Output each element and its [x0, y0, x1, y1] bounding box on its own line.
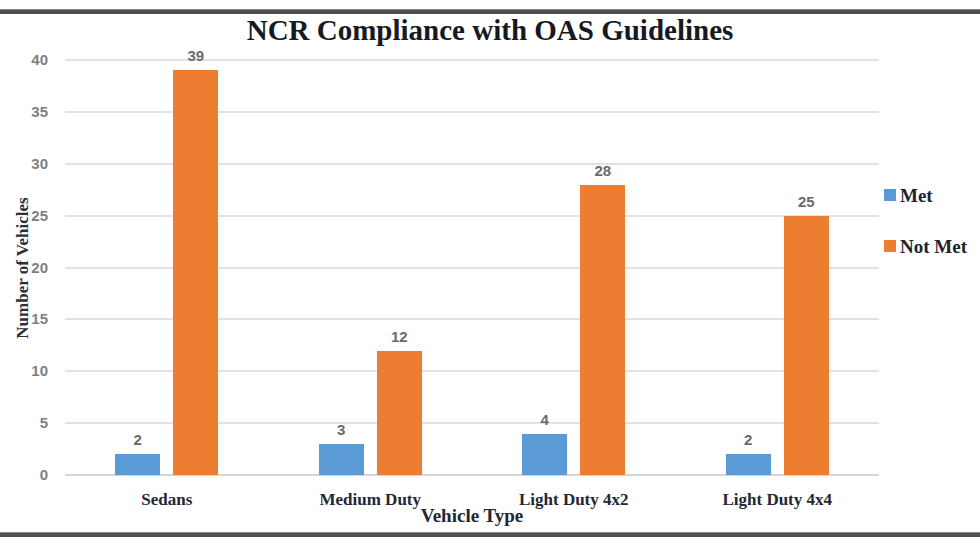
category-label-light-duty-4x4: Light Duty 4x4	[676, 491, 880, 509]
legend-swatch-icon	[884, 240, 896, 252]
y-tick-label-30: 30	[14, 156, 48, 172]
bar-value-label: 2	[108, 432, 168, 448]
bar-not-met-medium-duty	[377, 351, 422, 476]
bar-met-sedans	[115, 454, 160, 475]
bar-value-label: 2	[718, 432, 778, 448]
y-tick-label-0: 0	[14, 467, 48, 483]
bar-not-met-light-duty-4x4	[784, 216, 829, 475]
chart-frame: NCR Compliance with OAS Guidelines Numbe…	[0, 0, 980, 552]
category-label-medium-duty: Medium Duty	[269, 491, 473, 509]
bar-met-light-duty-4x4	[726, 454, 771, 475]
y-tick-label-20: 20	[14, 260, 48, 276]
category-label-light-duty-4x2: Light Duty 4x2	[472, 491, 676, 509]
y-tick-label-5: 5	[14, 415, 48, 431]
y-tick-label-25: 25	[14, 208, 48, 224]
legend-item-met: Met	[884, 185, 933, 203]
legend-item-not-met: Not Met	[884, 236, 967, 254]
y-tick-label-40: 40	[14, 52, 48, 68]
bar-value-label: 3	[311, 422, 371, 438]
bar-value-label: 25	[776, 194, 836, 210]
y-tick-label-35: 35	[14, 104, 48, 120]
bar-value-label: 39	[166, 48, 226, 64]
bar-value-label: 28	[573, 163, 633, 179]
legend-label: Not Met	[900, 236, 967, 258]
chart-title: NCR Compliance with OAS Guidelines	[0, 14, 980, 47]
bar-value-label: 12	[369, 329, 429, 345]
y-tick-label-15: 15	[14, 311, 48, 327]
y-tick-label-10: 10	[14, 363, 48, 379]
bar-not-met-sedans	[173, 70, 218, 475]
bottom-border-rule	[0, 532, 980, 537]
bar-met-light-duty-4x2	[522, 434, 567, 476]
legend-label: Met	[900, 185, 933, 207]
legend-swatch-icon	[884, 189, 896, 201]
category-label-sedans: Sedans	[65, 491, 269, 509]
bar-met-medium-duty	[319, 444, 364, 475]
bar-not-met-light-duty-4x2	[580, 185, 625, 476]
bar-value-label: 4	[515, 412, 575, 428]
